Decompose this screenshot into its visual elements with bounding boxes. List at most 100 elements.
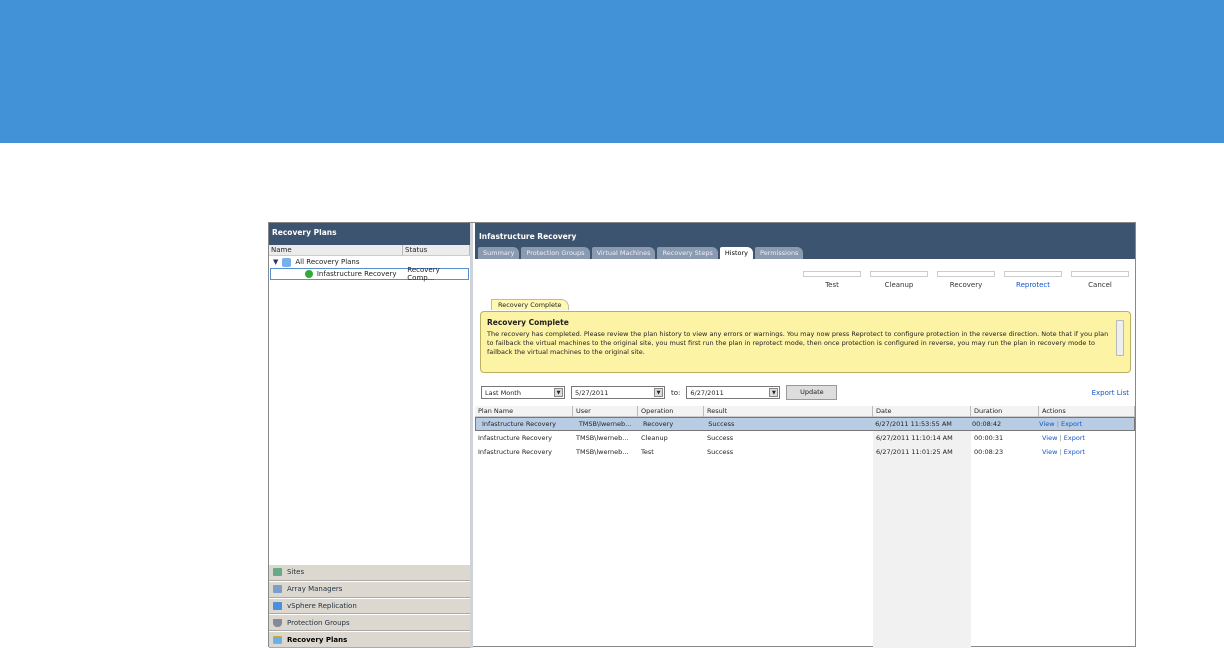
separator: | — [1059, 448, 1062, 456]
plan-name: Infastructure Recovery — [316, 270, 397, 278]
cell-date: 6/27/2011 11:10:14 AM — [876, 434, 953, 442]
cell-operation: Cleanup — [641, 434, 668, 442]
notice-box: Recovery Complete The recovery has compl… — [480, 311, 1131, 373]
nav-protection-groups[interactable]: Protection Groups — [269, 614, 470, 632]
column-status[interactable]: Status — [403, 245, 470, 255]
column-name[interactable]: Name — [269, 245, 403, 255]
col-actions: Actions — [1039, 405, 1135, 417]
cell-result: Success — [708, 420, 735, 428]
nav-label: Protection Groups — [287, 618, 350, 627]
nav-label: Sites — [287, 568, 305, 577]
notice-scrollbar[interactable] — [1116, 320, 1124, 356]
col-result[interactable]: Result — [704, 405, 873, 417]
tab-recovery-steps[interactable]: Recovery Steps — [657, 247, 718, 259]
cell-operation: Recovery — [643, 420, 674, 428]
replication-icon — [273, 602, 282, 610]
sites-icon — [273, 568, 282, 577]
main-header: Infastructure Recovery Summary Protectio… — [475, 223, 1135, 259]
col-operation[interactable]: Operation — [638, 405, 704, 417]
tab-virtual-machines[interactable]: Virtual Machines — [591, 247, 656, 259]
action-buttons: Test Cleanup Recovery Reprotect Cancel — [803, 271, 1129, 289]
recovery-button[interactable]: Recovery — [937, 271, 995, 289]
cleanup-button[interactable]: Cleanup — [870, 271, 928, 289]
plan-title: Infastructure Recovery — [479, 232, 577, 241]
history-filters: Last Month ▼ 5/27/2011 ▼ to: 6/27/2011 ▼ Up… — [481, 385, 838, 400]
to-label: to: — [671, 388, 681, 397]
separator: | — [1056, 420, 1059, 428]
tree-item-plan[interactable]: Infastructure Recovery Recovery Comp... — [270, 266, 469, 282]
tab-summary[interactable]: Summary — [478, 247, 520, 259]
cell-plan: Infastructure Recovery — [478, 448, 553, 456]
view-link[interactable]: View — [1042, 448, 1058, 456]
nav-sites[interactable]: Sites — [269, 564, 470, 581]
left-panel: Recovery Plans Name Status ▼ All Recover… — [269, 223, 473, 648]
sorted-column-shade — [873, 406, 971, 648]
view-link[interactable]: View — [1039, 420, 1055, 428]
update-button[interactable]: Update — [786, 385, 838, 400]
tab-permissions[interactable]: Permissions — [755, 247, 804, 259]
cell-plan: Infastructure Recovery — [478, 434, 553, 442]
srm-window: Recovery Plans Name Status ▼ All Recover… — [268, 222, 1136, 648]
nav-label: Recovery Plans — [287, 635, 348, 644]
chevron-down-icon: ▼ — [654, 388, 663, 397]
view-link[interactable]: View — [1042, 434, 1058, 442]
status-complete-icon — [305, 270, 313, 278]
cell-user: TMSB\lwerneb... — [576, 434, 629, 442]
cell-operation: Test — [641, 448, 654, 456]
from-date-picker[interactable]: 5/27/2011 ▼ — [571, 386, 665, 399]
tree-root[interactable]: ▼ All Recovery Plans — [269, 256, 470, 268]
history-table: Plan Name User Operation Result Date Dur… — [475, 405, 1135, 648]
cell-date: 6/27/2011 11:53:55 AM — [875, 420, 952, 428]
tab-bar: Summary Protection Groups Virtual Machin… — [478, 247, 804, 259]
cancel-button[interactable]: Cancel — [1071, 271, 1129, 289]
nav-recovery-plans[interactable]: Recovery Plans — [269, 631, 470, 648]
nav-array-managers[interactable]: Array Managers — [269, 580, 470, 598]
col-user[interactable]: User — [573, 405, 638, 417]
notice-title: Recovery Complete — [487, 318, 569, 327]
top-banner — [0, 0, 1224, 143]
nav-list: Sites Array Managers vSphere Replication… — [269, 564, 470, 648]
chevron-down-icon: ▼ — [769, 388, 779, 397]
notice-tab: Recovery Complete — [491, 299, 569, 310]
tab-history[interactable]: History — [719, 247, 753, 259]
nav-label: vSphere Replication — [287, 602, 357, 610]
table-row[interactable]: Infastructure Recovery TMSB\lwerneb... C… — [475, 431, 1135, 445]
cell-result: Success — [707, 448, 734, 456]
expand-arrow-icon[interactable]: ▼ — [273, 258, 279, 266]
plan-status: Recovery Comp... — [407, 266, 440, 282]
cell-duration: 00:08:23 — [974, 448, 1004, 456]
cell-date: 6/27/2011 11:01:25 AM — [876, 448, 953, 456]
folder-icon — [282, 257, 292, 267]
separator: | — [1059, 434, 1062, 442]
cell-duration: 00:08:42 — [971, 420, 1002, 428]
tree-root-label: All Recovery Plans — [295, 258, 360, 266]
cell-result: Success — [707, 434, 734, 442]
cell-actions: View | Export — [1039, 434, 1135, 442]
col-duration[interactable]: Duration — [971, 405, 1039, 417]
shield-icon — [273, 618, 282, 627]
col-plan-name[interactable]: Plan Name — [475, 405, 573, 417]
to-date-picker[interactable]: 6/27/2011 ▼ — [686, 386, 781, 399]
cell-actions: View | Export — [1039, 448, 1135, 456]
tree-columns: Name Status — [269, 245, 470, 256]
export-link[interactable]: Export — [1063, 434, 1086, 442]
test-button[interactable]: Test — [803, 271, 861, 289]
export-list-link[interactable]: Export List — [1091, 389, 1129, 397]
table-header: Plan Name User Operation Result Date Dur… — [475, 405, 1135, 417]
cell-duration: 00:00:31 — [974, 434, 1004, 442]
main-panel: Infastructure Recovery Summary Protectio… — [475, 223, 1135, 648]
col-date[interactable]: Date — [873, 405, 971, 417]
export-link[interactable]: Export — [1060, 420, 1083, 428]
cell-actions: View | Export — [1036, 420, 1131, 428]
nav-label: Array Managers — [287, 585, 343, 594]
chevron-down-icon: ▼ — [554, 388, 563, 397]
left-panel-title: Recovery Plans — [269, 223, 470, 245]
table-row[interactable]: Infastructure Recovery TMSB\lwerneb... R… — [475, 417, 1135, 431]
table-row[interactable]: Infastructure Recovery TMSB\lwerneb... T… — [475, 445, 1135, 459]
tab-protection-groups[interactable]: Protection Groups — [521, 247, 590, 259]
reprotect-button[interactable]: Reprotect — [1004, 271, 1062, 289]
export-link[interactable]: Export — [1063, 448, 1086, 456]
range-select[interactable]: Last Month ▼ — [481, 386, 565, 399]
nav-vsphere-replication[interactable]: vSphere Replication — [269, 597, 470, 615]
array-icon — [273, 585, 282, 594]
